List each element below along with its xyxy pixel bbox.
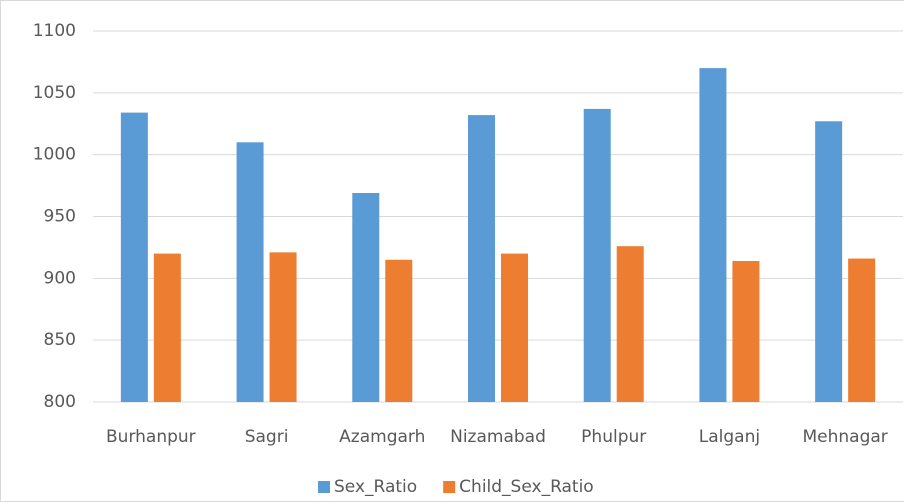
bar bbox=[732, 261, 760, 402]
x-tick-label: Lalganj bbox=[699, 427, 760, 447]
bar bbox=[815, 121, 843, 402]
bar bbox=[616, 246, 644, 402]
x-tick-label: Mehnagar bbox=[802, 427, 887, 447]
x-tick-label: Burhanpur bbox=[106, 427, 196, 447]
bar bbox=[583, 108, 611, 402]
y-tick-label: 800 bbox=[44, 392, 76, 412]
legend-swatch bbox=[318, 481, 330, 493]
bar bbox=[385, 259, 413, 402]
legend-swatch bbox=[443, 481, 456, 493]
y-tick-label: 900 bbox=[44, 268, 76, 288]
legend-label: Child_Sex_Ratio bbox=[459, 477, 594, 497]
y-tick-label: 850 bbox=[44, 330, 76, 350]
bar bbox=[699, 68, 727, 402]
bar bbox=[153, 253, 181, 402]
y-tick-label: 1100 bbox=[33, 21, 76, 41]
y-tick-label: 950 bbox=[44, 207, 76, 227]
legend-label: Sex_Ratio bbox=[334, 477, 417, 497]
x-tick-label: Sagri bbox=[245, 427, 289, 447]
bar bbox=[269, 252, 297, 402]
bar bbox=[848, 258, 876, 402]
y-tick-label: 1000 bbox=[33, 145, 76, 165]
x-tick-label: Azamgarh bbox=[339, 427, 425, 447]
x-tick-label: Phulpur bbox=[581, 427, 646, 447]
x-tick-label: Nizamabad bbox=[450, 427, 546, 447]
y-tick-label: 1050 bbox=[33, 83, 76, 103]
bar bbox=[352, 193, 380, 402]
bar bbox=[236, 142, 264, 403]
bar bbox=[501, 253, 528, 402]
bar bbox=[468, 115, 495, 403]
bar bbox=[120, 112, 148, 403]
